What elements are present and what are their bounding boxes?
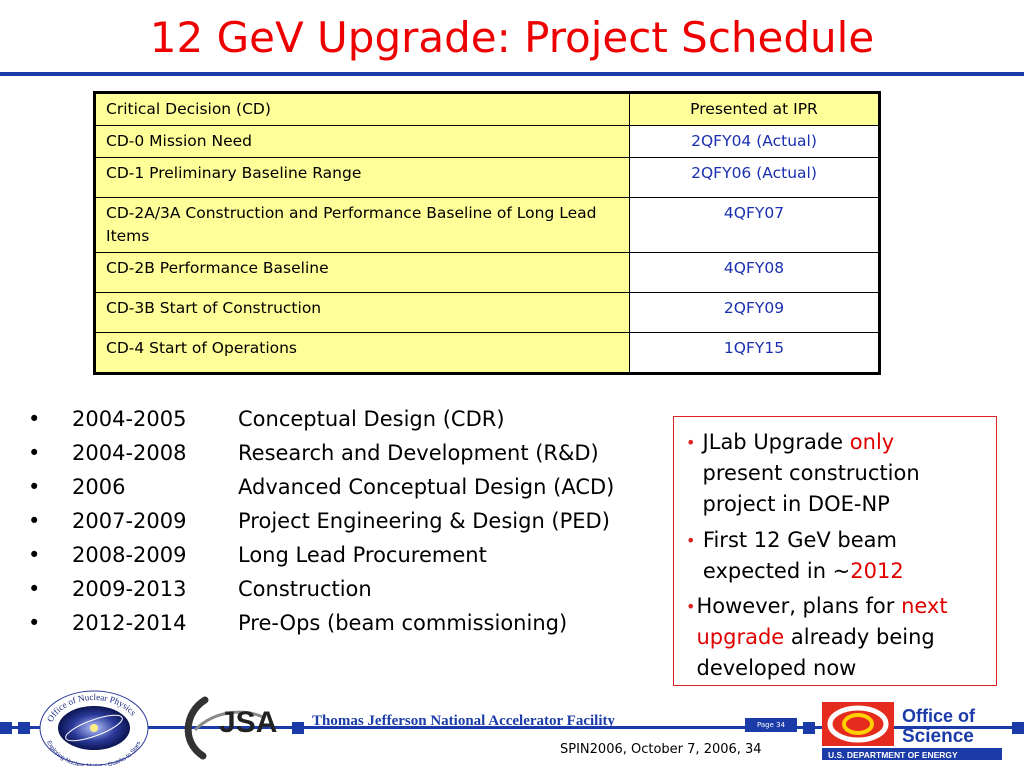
schedule-desc: Research and Development (R&D) (238, 441, 599, 465)
table-header-row: Critical Decision (CD) Presented at IPR (94, 92, 880, 126)
schedule-list: • 2004-2005 Conceptual Design (CDR) • 2004-… (24, 405, 664, 643)
list-item: • 2012-2014 Pre-Ops (beam commissioning) (24, 609, 664, 643)
cd-cell: CD-2A/3A Construction and Performance Ba… (94, 197, 630, 253)
schedule-years: 2012-2014 (72, 611, 187, 635)
bullet-icon: • (28, 509, 41, 533)
lab-name: Thomas Jefferson National Accelerator Fa… (312, 713, 615, 729)
text-part: However, plans for (696, 594, 902, 618)
ipr-cell: 2QFY06 (Actual) (629, 157, 880, 198)
conference-info: SPIN2006, October 7, 2006, 34 (560, 742, 762, 757)
text-part: JLab Upgrade (702, 430, 850, 454)
os-logo-line2: Science (902, 726, 974, 747)
ipr-cell: 4QFY08 (629, 252, 880, 293)
text-part: already being developed now (696, 625, 935, 680)
schedule-years: 2008-2009 (72, 543, 187, 567)
cd-cell: CD-0 Mission Need (94, 125, 630, 158)
table-row: CD-0 Mission Need 2QFY04 (Actual) (94, 125, 880, 158)
footer-square-icon (0, 722, 12, 734)
bullet-icon: • (28, 543, 41, 567)
emphasis-text: only (849, 430, 895, 454)
footer-square-icon (1012, 722, 1024, 734)
highlight-text: JLab Upgrade only present construction pr… (703, 427, 986, 520)
bullet-icon: • (28, 407, 41, 431)
schedule-desc: Pre-Ops (beam commissioning) (238, 611, 568, 635)
jsa-logo: JSA (175, 690, 295, 762)
list-item: • 2004-2008 Research and Development (R&D) (24, 439, 664, 473)
highlight-text: First 12 GeV beam expected in ~2012 (703, 525, 986, 587)
table-row: CD-2A/3A Construction and Performance Ba… (94, 197, 880, 253)
bullet-icon: • (28, 611, 41, 635)
highlight-item: • First 12 GeV beam expected in ~2012 (686, 525, 986, 587)
bullet-icon: • (28, 475, 41, 499)
table-row: CD-2B Performance Baseline 4QFY08 (94, 252, 880, 293)
schedule-years: 2007-2009 (72, 509, 187, 533)
bullet-icon: • (686, 597, 696, 616)
footer-square-icon (803, 722, 815, 734)
emphasis-text: 2012 (850, 559, 904, 583)
schedule-years: 2009-2013 (72, 577, 187, 601)
bullet-icon: • (686, 531, 696, 550)
bullet-icon: • (28, 441, 41, 465)
highlight-item: • JLab Upgrade only present construction … (686, 427, 986, 520)
list-item: • 2008-2009 Long Lead Procurement (24, 541, 664, 575)
schedule-years: 2006 (72, 475, 126, 499)
footer-square-icon (292, 722, 304, 734)
schedule-desc: Long Lead Procurement (238, 543, 487, 567)
ipr-cell: 1QFY15 (629, 332, 880, 374)
schedule-desc: Advanced Conceptual Design (ACD) (238, 475, 615, 499)
text-part: present construction project in DOE-NP (702, 461, 920, 516)
list-item: • 2007-2009 Project Engineering & Design (… (24, 507, 664, 541)
ipr-cell: 2QFY04 (Actual) (629, 125, 880, 158)
schedule-years: 2004-2005 (72, 407, 187, 431)
page-number: Page 34 (745, 718, 797, 732)
bullet-icon: • (28, 577, 41, 601)
page-title: 12 GeV Upgrade: Project Schedule (149, 13, 875, 62)
jsa-logo-text: JSA (219, 706, 277, 739)
cd-table: Critical Decision (CD) Presented at IPR … (93, 91, 881, 375)
list-item: • 2006 Advanced Conceptual Design (ACD) (24, 473, 664, 507)
os-logo-line1: Office of (902, 706, 976, 726)
list-item: • 2004-2005 Conceptual Design (CDR) (24, 405, 664, 439)
schedule-years: 2004-2008 (72, 441, 187, 465)
highlight-item: • However, plans for next upgrade alread… (686, 591, 986, 684)
footer-rule (0, 726, 1024, 729)
text-part: First 12 GeV beam expected in ~ (702, 528, 897, 583)
ipr-cell: 4QFY07 (629, 197, 880, 253)
nuclear-physics-logo: Office of Nuclear Physics Exploring Nucl… (36, 688, 151, 770)
highlight-text: However, plans for next upgrade already … (696, 591, 986, 684)
header-cd: Critical Decision (CD) (94, 92, 630, 126)
table-row: CD-3B Start of Construction 2QFY09 (94, 292, 880, 333)
bullet-icon: • (686, 433, 696, 452)
table-row: CD-1 Preliminary Baseline Range 2QFY06 (… (94, 157, 880, 198)
office-of-science-logo: Office of Science U.S. DEPARTMENT OF ENE… (822, 700, 1002, 762)
header-ipr: Presented at IPR (629, 92, 880, 126)
schedule-desc: Conceptual Design (CDR) (238, 407, 505, 431)
footer-square-icon (18, 722, 30, 734)
emphasis-text: next upgrade (696, 594, 948, 649)
schedule-desc: Construction (238, 577, 372, 601)
title-rule (0, 72, 1024, 76)
schedule-desc: Project Engineering & Design (PED) (238, 509, 610, 533)
cd-cell: CD-2B Performance Baseline (94, 252, 630, 293)
os-logo-line3: U.S. DEPARTMENT OF ENERGY (828, 750, 958, 760)
highlights-box: • JLab Upgrade only present construction … (673, 416, 997, 686)
ipr-cell: 2QFY09 (629, 292, 880, 333)
cd-cell: CD-3B Start of Construction (94, 292, 630, 333)
cd-cell: CD-1 Preliminary Baseline Range (94, 157, 630, 198)
list-item: • 2009-2013 Construction (24, 575, 664, 609)
cd-cell: CD-4 Start of Operations (94, 332, 630, 374)
table-row: CD-4 Start of Operations 1QFY15 (94, 332, 880, 374)
